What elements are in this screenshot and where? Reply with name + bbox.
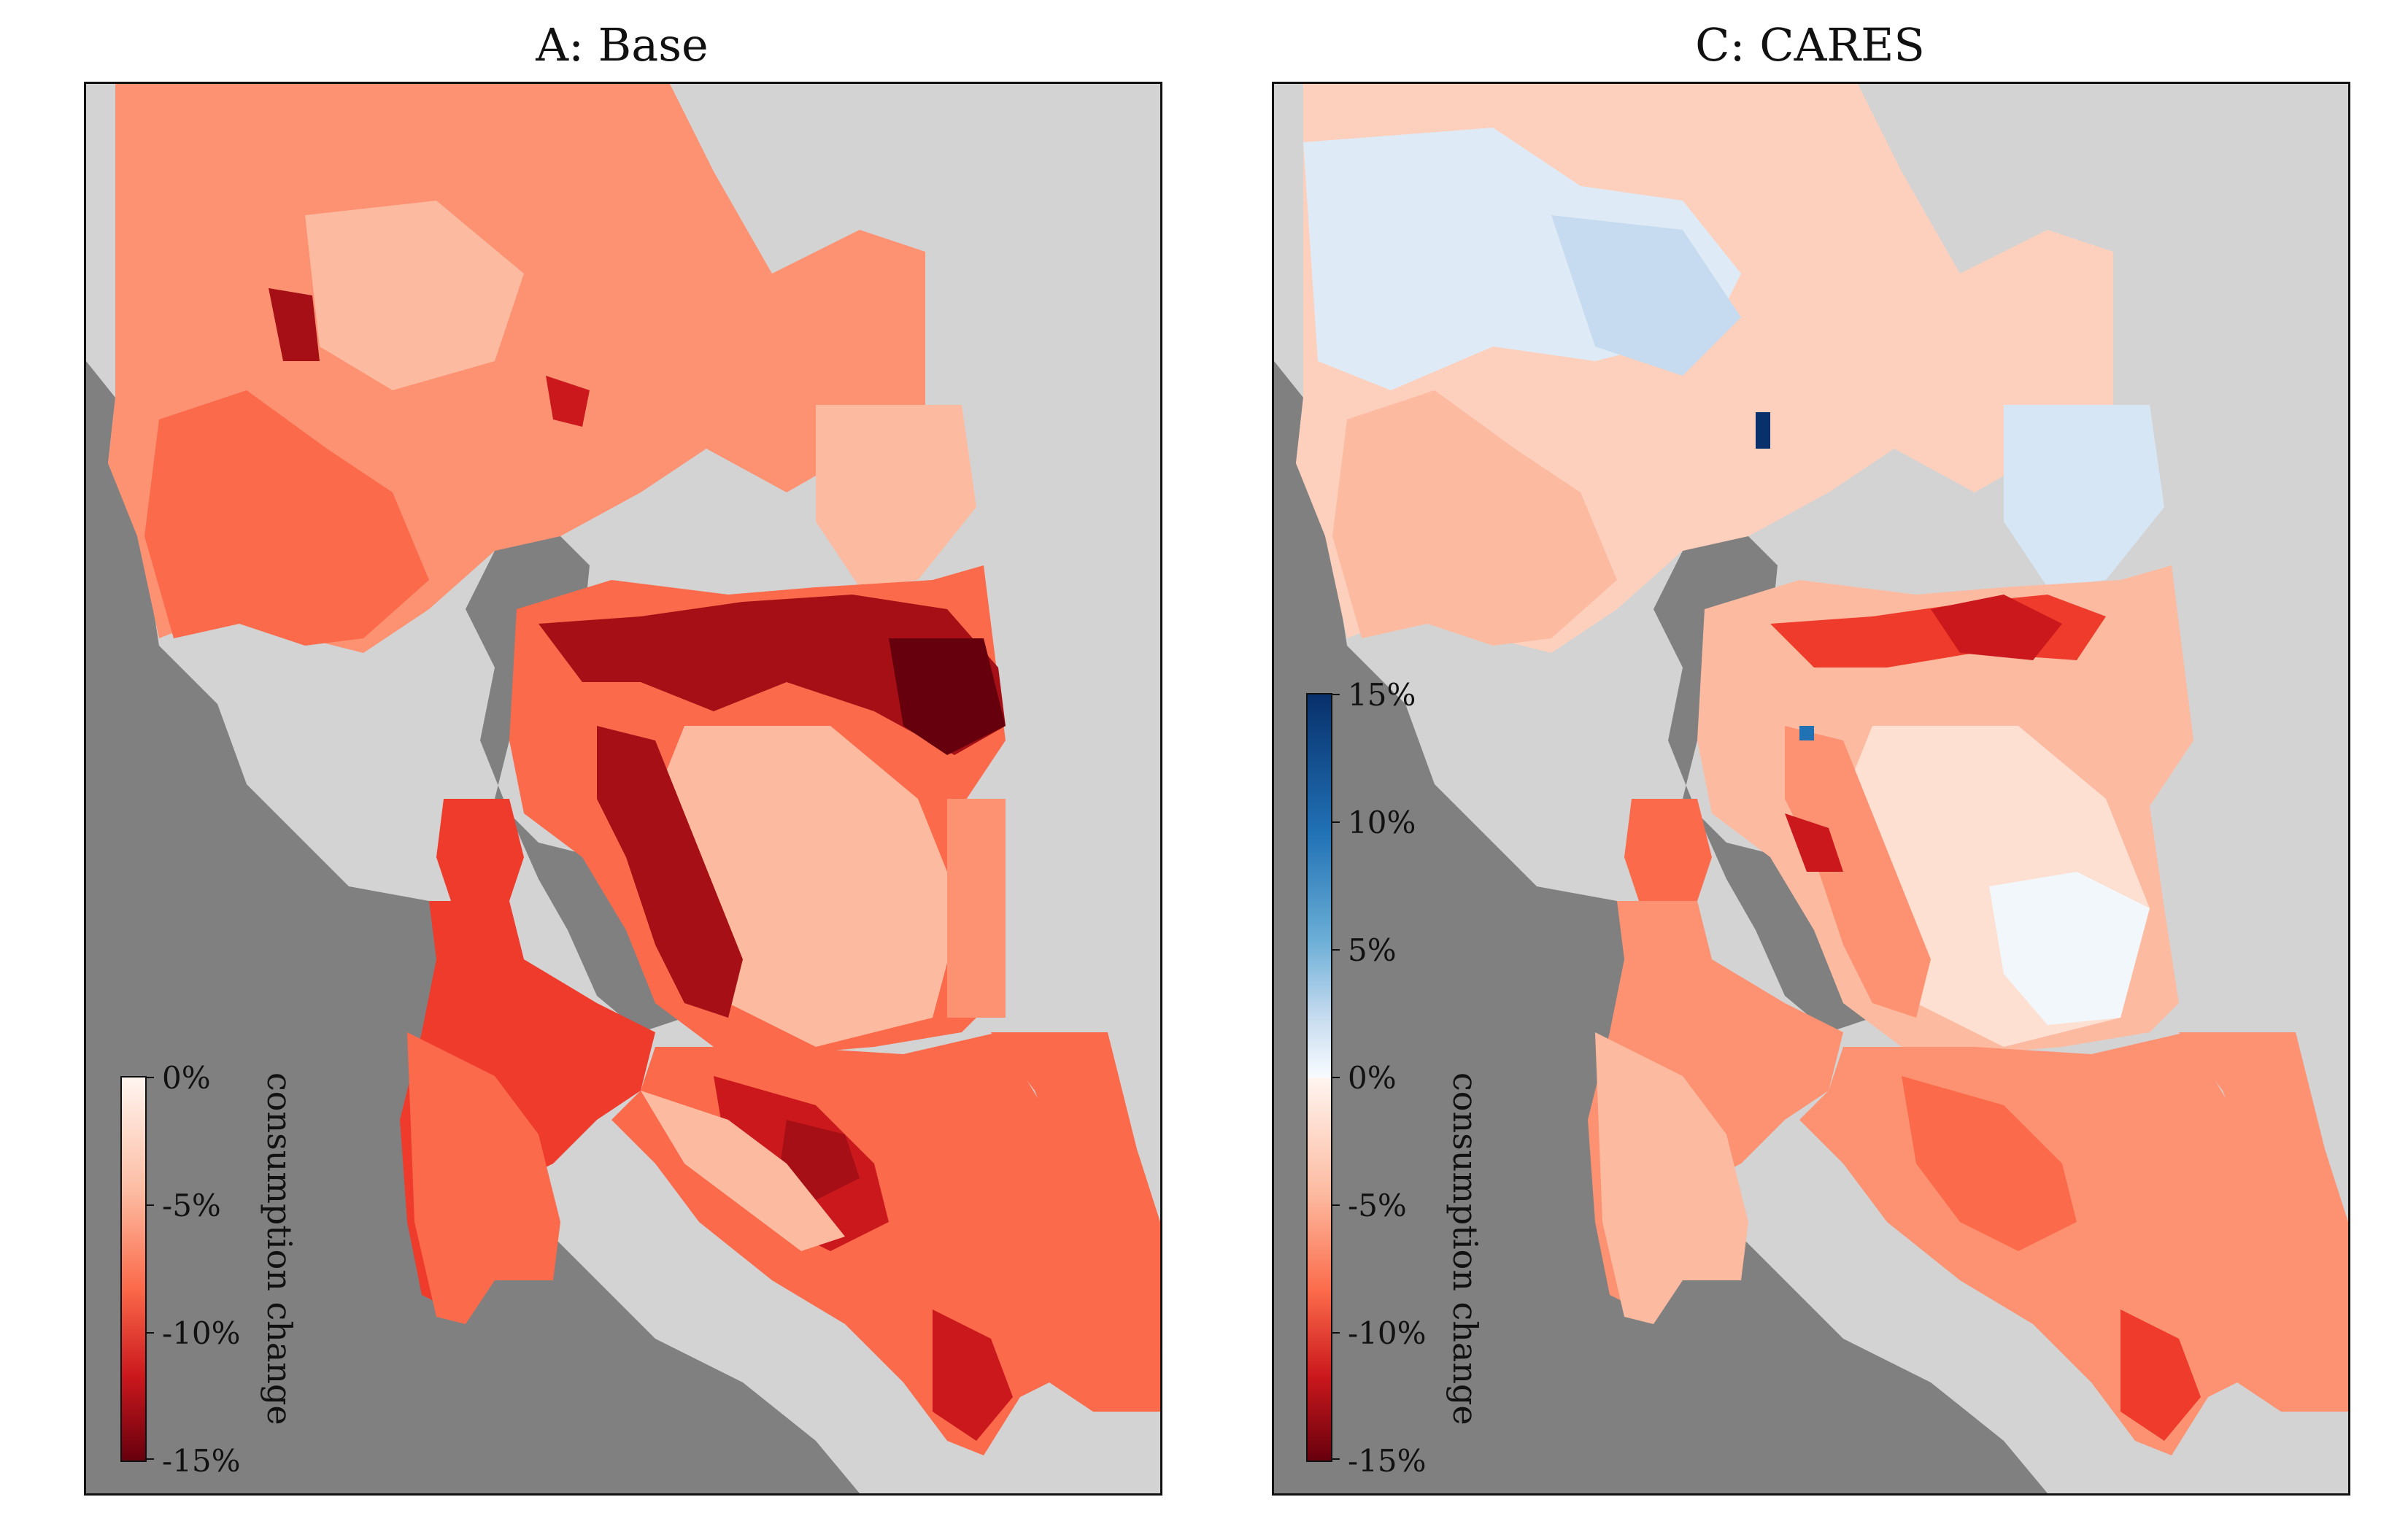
panel-base: A: Base: [84, 18, 1162, 1496]
region-napa: [305, 201, 524, 390]
region-alameda-east: [947, 799, 1006, 1018]
region-richmond-dark: [889, 638, 1006, 755]
region-napa-blue: [1551, 215, 1741, 376]
tick-mark: [1331, 821, 1340, 823]
tick-mark: [1331, 694, 1340, 695]
panel-title: A: Base: [536, 18, 709, 71]
colorbar-tick: 5%: [1348, 932, 1397, 968]
colorbar-tick: -10%: [1348, 1315, 1427, 1351]
region-east-hills: [991, 1032, 1160, 1353]
region-light-band: [641, 1091, 845, 1251]
colorbar-tick: -15%: [162, 1443, 241, 1479]
region-marin: [144, 390, 429, 646]
map-cares-svg: [1274, 84, 2348, 1493]
colorbar-label: consumption change: [1446, 1072, 1485, 1425]
region-oakland-dark: [597, 726, 743, 1018]
region-south-tip: [2120, 1309, 2201, 1441]
region-livermore-blue: [1989, 872, 2150, 1025]
map-base: [84, 82, 1162, 1496]
region-sf: [1624, 799, 1712, 901]
tick-mark: [145, 1458, 154, 1460]
region-vallejo-dark: [546, 376, 590, 427]
ocean-water: [1274, 361, 2048, 1493]
map-cares: [1272, 82, 2350, 1496]
colorbar-tick: -10%: [162, 1315, 241, 1351]
region-solano: [816, 405, 976, 587]
colorbar-tick: -5%: [162, 1188, 221, 1223]
region-san-jose: [1902, 1076, 2077, 1251]
tick-mark: [1331, 1204, 1340, 1206]
region-santa-rosa-dark: [269, 288, 320, 361]
region-east-hills: [2179, 1032, 2348, 1353]
region-blue-spot: [1799, 726, 1814, 740]
region-south-tip: [933, 1309, 1013, 1441]
region-solano-blue: [2004, 405, 2164, 587]
tick-mark: [1331, 1458, 1340, 1460]
region-vallejo-blue: [1756, 412, 1770, 449]
tick-mark: [1331, 949, 1340, 951]
tick-mark: [145, 1204, 154, 1206]
tick-mark: [1331, 1332, 1340, 1334]
colorbar-cares-gradient: [1306, 693, 1332, 1462]
tick-mark: [145, 1077, 154, 1078]
tick-mark: [145, 1332, 154, 1334]
colorbar-tick: 0%: [162, 1060, 211, 1096]
colorbar-tick: -15%: [1348, 1443, 1427, 1479]
colorbar-tick: -5%: [1348, 1188, 1407, 1223]
region-oakland: [1785, 726, 1931, 1018]
region-contra-costa-dark: [539, 595, 1006, 755]
region-marin: [1332, 390, 1617, 646]
colorbar-tick: 0%: [1348, 1060, 1397, 1096]
region-concord-dark: [1931, 595, 2062, 660]
tick-mark: [1331, 1077, 1340, 1078]
panel-title: C: CARES: [1695, 18, 1925, 71]
region-peninsula-coast: [1595, 1032, 1748, 1324]
region-peninsula-coast: [407, 1032, 560, 1324]
map-base-svg: [86, 84, 1160, 1493]
colorbar-tick: 10%: [1348, 805, 1416, 840]
region-sf: [436, 799, 524, 901]
colorbar-base-gradient: [120, 1076, 147, 1462]
region-hayward-dark: [1785, 813, 1843, 872]
ocean-water: [86, 361, 860, 1493]
colorbar-tick: 15%: [1348, 677, 1416, 713]
